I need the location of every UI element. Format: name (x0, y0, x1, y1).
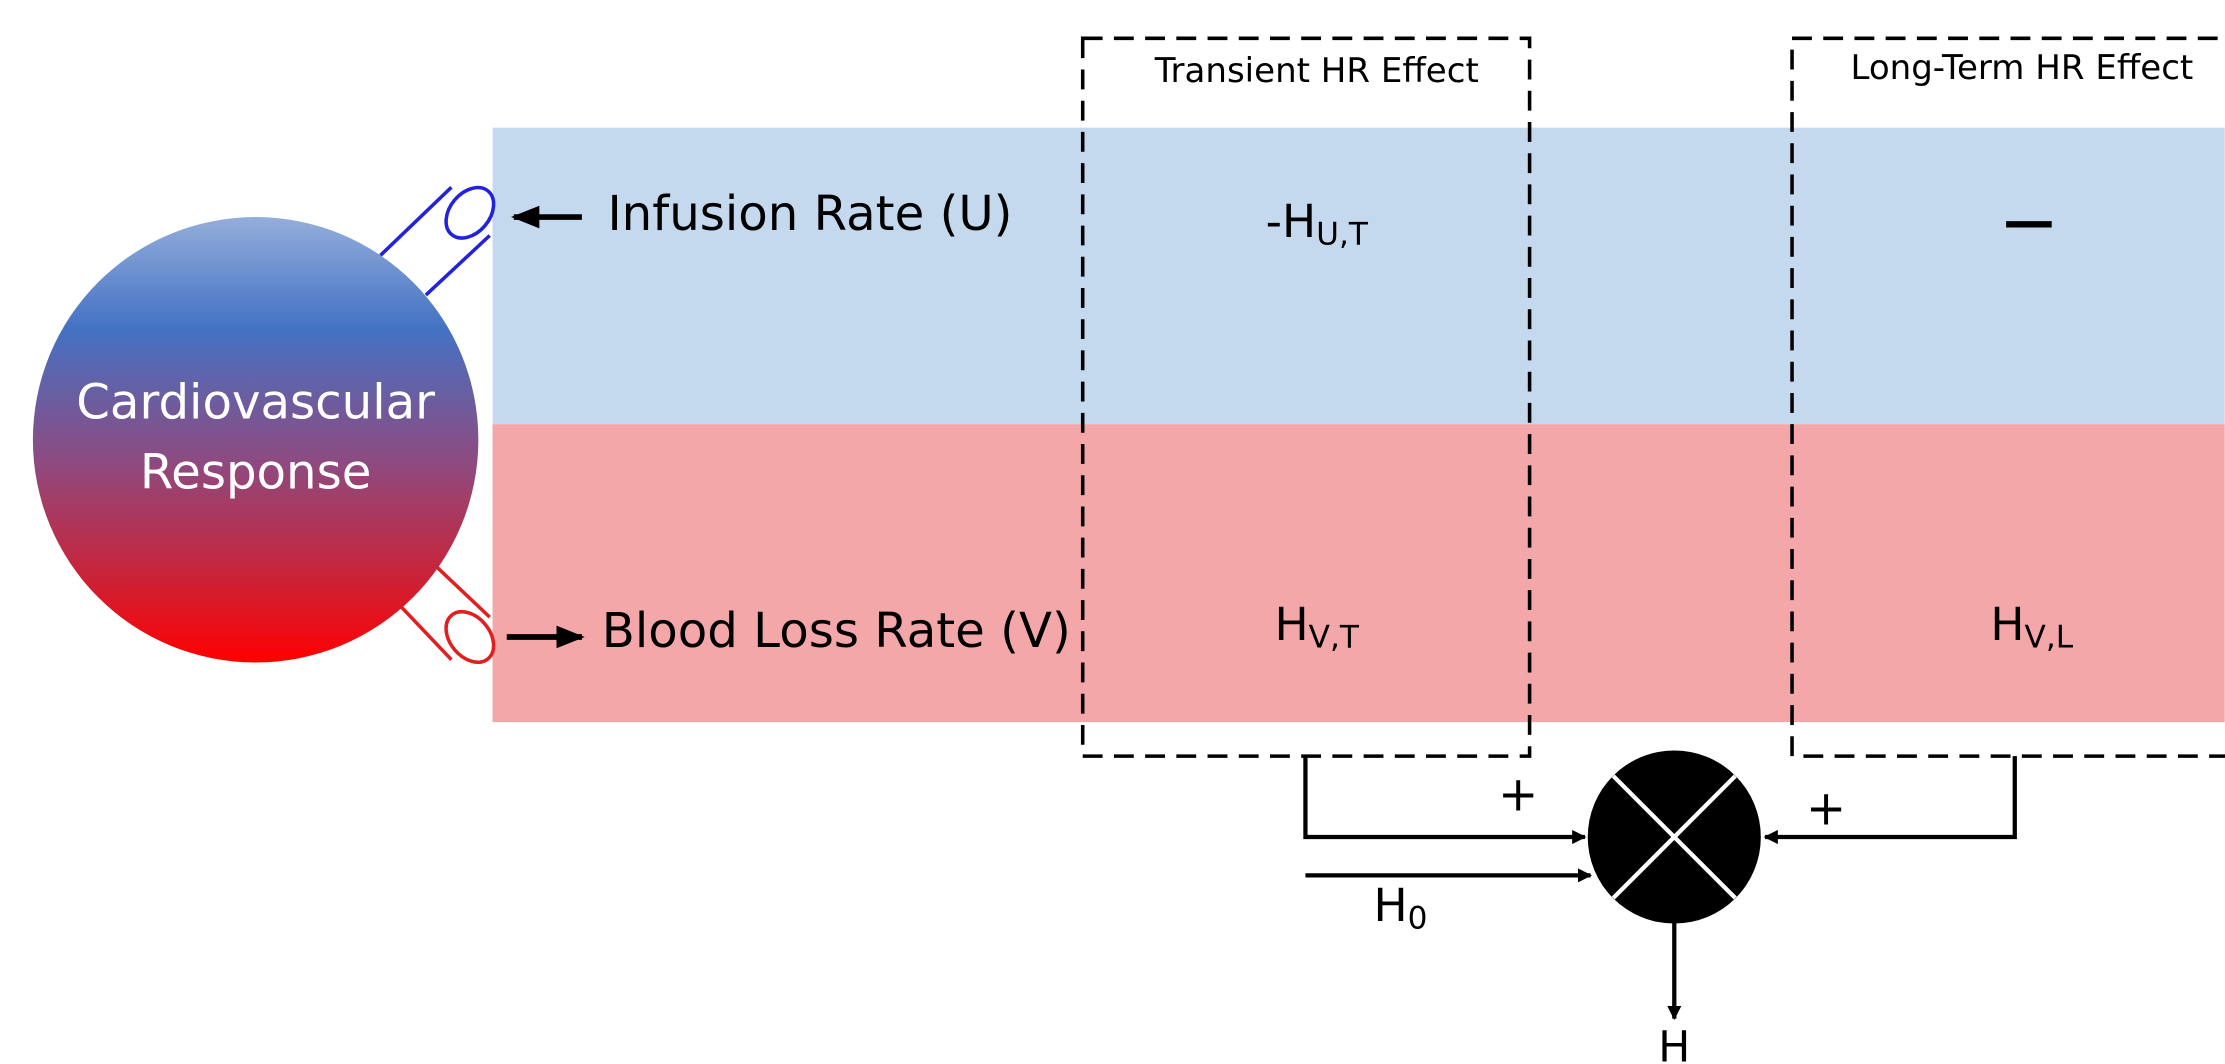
cell: HV,L (1990, 598, 2073, 656)
infusion-band (492, 127, 2225, 425)
blood-loss-port (396, 566, 496, 664)
text-part: U,T (1316, 216, 1369, 252)
box-title: Long-Term HR Effect (1850, 48, 2193, 88)
sign: + (1806, 780, 1846, 836)
bias-label: H0 (1374, 878, 1428, 936)
connector (1303, 756, 2017, 1021)
circle-label: Response (140, 444, 372, 500)
text-part: V,T (1309, 619, 1360, 655)
circle-label: Cardiovascular (76, 375, 435, 431)
blood-loss-band (492, 424, 2225, 723)
cell: HV,T (1275, 598, 1360, 656)
text-part: H (1990, 598, 2024, 651)
sign: + (1498, 766, 1538, 822)
cardio-circle (32, 217, 479, 663)
text-part: -H (1266, 195, 1317, 248)
text-part: 0 (1408, 900, 1428, 936)
text-part: H (1374, 878, 1408, 931)
cell: — (2003, 192, 2054, 251)
cell: -HU,T (1266, 195, 1369, 253)
text-part: H (1275, 598, 1309, 651)
output-label: H (1658, 1022, 1690, 1064)
input-label: Blood Loss Rate (V) (602, 603, 1071, 659)
box-title: Transient HR Effect (1154, 51, 1479, 91)
input-label: Infusion Rate (U) (607, 186, 1012, 242)
text-part: V,L (2025, 619, 2074, 655)
infusion-port (379, 185, 496, 297)
long-term-box (1790, 36, 2225, 758)
junction-cross (1611, 774, 1737, 900)
